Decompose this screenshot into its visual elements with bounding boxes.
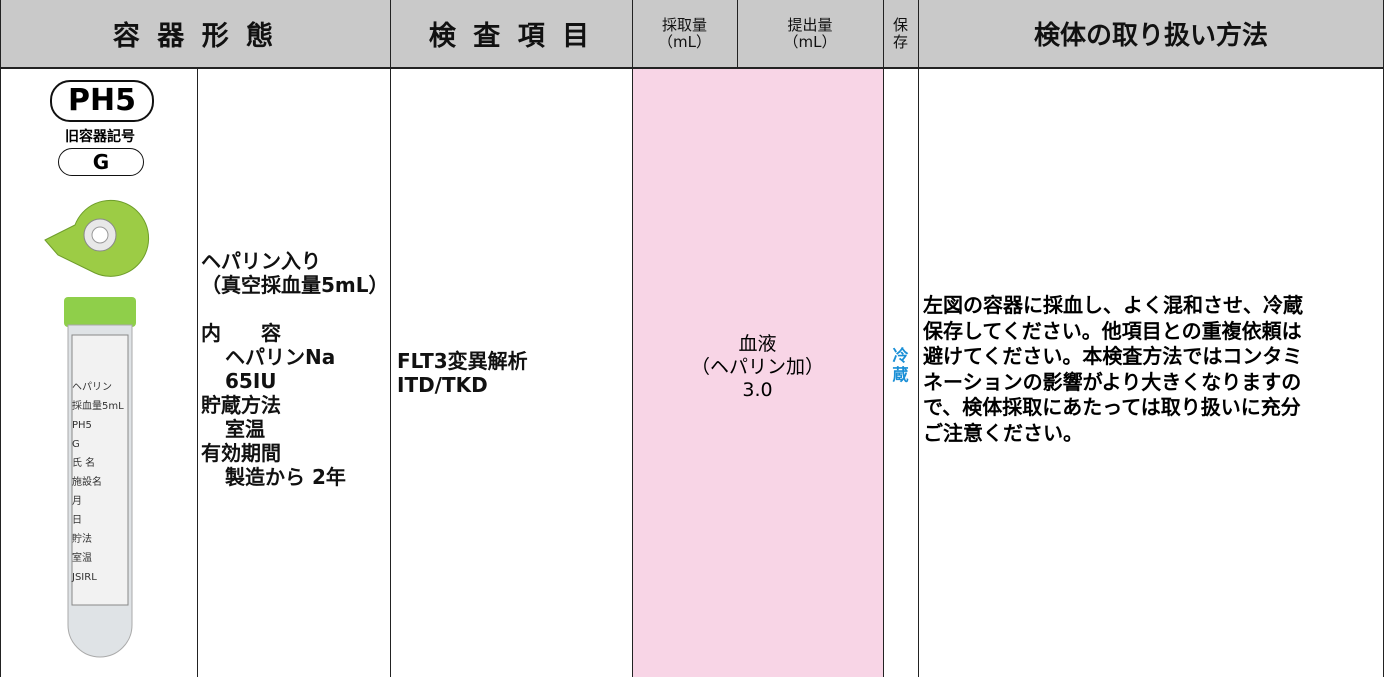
old-code: G <box>58 148 144 176</box>
description-line: 製造から 2年 <box>225 465 346 489</box>
specimen: 血液 （ヘパリン加） 3.0 <box>632 333 883 402</box>
grid-line <box>737 0 738 67</box>
tube-label-line: 採血量5mL <box>72 401 124 412</box>
tube-label-line: 氏 名 <box>72 458 96 469</box>
header-cell: 保存 <box>883 0 918 67</box>
header-cell: 容 器 形 態 <box>0 0 390 67</box>
specimen-line: （ヘパリン加） <box>690 356 824 378</box>
header-cell: 検 査 項 目 <box>390 0 632 67</box>
grid-line <box>918 0 919 677</box>
tube-label-line: 施設名 <box>72 477 102 488</box>
old-code-label: 旧容器記号 <box>65 129 135 145</box>
test-item-line: ITD/TKD <box>397 373 488 397</box>
tube-cap <box>64 297 136 327</box>
header-text: 検体の取り扱い方法 <box>1033 21 1268 51</box>
grid-line <box>0 0 1 677</box>
header-text: （mL） <box>783 32 837 51</box>
header-text: 採取量 <box>661 15 707 34</box>
grid-line <box>632 0 633 677</box>
tube-label-line: 月 <box>72 496 82 507</box>
handling-line: 避けてください。本検査方法ではコンタミ <box>923 344 1303 368</box>
description-line: ヘパリンNa <box>225 345 336 369</box>
tube-label <box>71 334 129 606</box>
grid-line <box>883 0 884 677</box>
header-text: 存 <box>892 32 908 51</box>
header-text: 提出量 <box>787 15 833 34</box>
handling-line: 左図の容器に採血し、よく混和させ、冷蔵 <box>923 293 1303 317</box>
grid-line <box>390 0 391 677</box>
header-cell: 検体の取り扱い方法 <box>918 0 1384 67</box>
header-text: 容 器 形 態 <box>112 21 278 52</box>
description-line: 有効期間 <box>201 441 281 465</box>
tube-label-line: 日 <box>72 515 82 526</box>
container-code: PH5 <box>50 80 154 122</box>
specimen-line: 3.0 <box>742 379 773 401</box>
storage-char: 冷 <box>892 346 909 365</box>
header-text: 検 査 項 目 <box>428 21 594 52</box>
tube-label-text: ヘパリン採血量5mL PH5 G 氏 名施設名月日貯法室温 JSIRL <box>72 378 128 587</box>
specimen-cell <box>632 69 883 677</box>
tube-label-line: JSIRL <box>72 572 97 583</box>
cap-hole <box>91 226 109 244</box>
description-line: （真空採血量5mL） <box>201 273 389 297</box>
header-text: 保 <box>892 15 908 34</box>
handling: 左図の容器に採血し、よく混和させ、冷蔵 保存してください。他項目との重複依頼は 避け… <box>923 293 1303 446</box>
storage-char: 蔵 <box>892 365 909 384</box>
header-text: （mL） <box>658 32 711 51</box>
tube-illustration <box>44 199 150 658</box>
description-line: 65IU <box>225 369 277 393</box>
tube-label-line: 室温 <box>72 553 92 564</box>
header-cell: 提出量 （mL） <box>737 0 883 67</box>
description-line: ヘパリン入り <box>201 249 321 273</box>
description-line: 室温 <box>225 417 265 441</box>
description-line: 内 容 <box>201 321 281 345</box>
specimen-line: 血液 <box>738 333 777 355</box>
handling-line: ご注意ください。 <box>923 420 1083 445</box>
tube-label-line: 貯法 <box>72 534 92 545</box>
storage: 冷蔵 <box>883 346 918 384</box>
tube-label-line: G <box>72 439 80 450</box>
handling-line: で、検体採取にあたっては取り扱いに充分 <box>923 395 1301 419</box>
description-line: 貯蔵方法 <box>201 393 281 417</box>
header-rule <box>0 67 1384 69</box>
test-item-line: FLT3変異解析 <box>397 349 528 373</box>
handling-line: ネーションの影響がより大きくなりますの <box>923 369 1302 394</box>
tube-label-line: PH5 <box>72 420 92 431</box>
description: ヘパリン入り （真空採血量5mL） 内 容ヘパリンNa 65IU 貯蔵方法 室温 有効期間製… <box>201 249 389 489</box>
test-item: FLT3変異解析 ITD/TKD <box>397 349 528 397</box>
header-cell: 採取量 （mL） <box>632 0 737 67</box>
handling-line: 保存してください。他項目との重複依頼は <box>923 318 1302 343</box>
grid-line <box>197 69 198 677</box>
tube-label-line: ヘパリン <box>72 382 112 393</box>
